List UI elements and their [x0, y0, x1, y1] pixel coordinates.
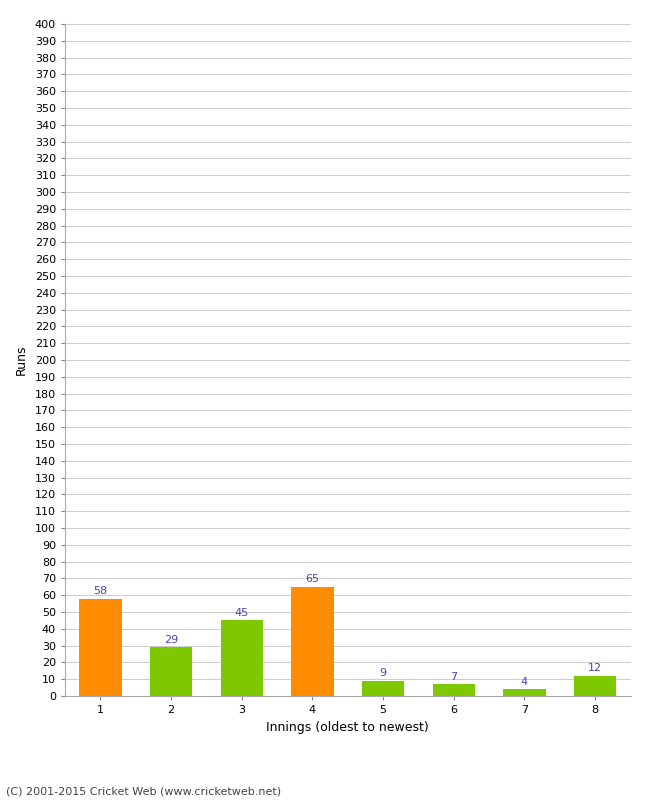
Text: 7: 7 — [450, 672, 458, 682]
Text: 65: 65 — [306, 574, 319, 584]
Text: 4: 4 — [521, 677, 528, 686]
Bar — [503, 690, 545, 696]
Text: 45: 45 — [235, 608, 249, 618]
Bar — [362, 681, 404, 696]
Bar — [291, 587, 333, 696]
Y-axis label: Runs: Runs — [15, 345, 28, 375]
X-axis label: Innings (oldest to newest): Innings (oldest to newest) — [266, 721, 429, 734]
Bar — [79, 598, 122, 696]
Bar — [150, 647, 192, 696]
Text: 29: 29 — [164, 634, 178, 645]
Text: 12: 12 — [588, 663, 602, 674]
Bar — [433, 684, 475, 696]
Bar — [574, 676, 616, 696]
Text: 58: 58 — [94, 586, 107, 596]
Text: (C) 2001-2015 Cricket Web (www.cricketweb.net): (C) 2001-2015 Cricket Web (www.cricketwe… — [6, 786, 281, 796]
Bar — [220, 621, 263, 696]
Text: 9: 9 — [380, 668, 387, 678]
